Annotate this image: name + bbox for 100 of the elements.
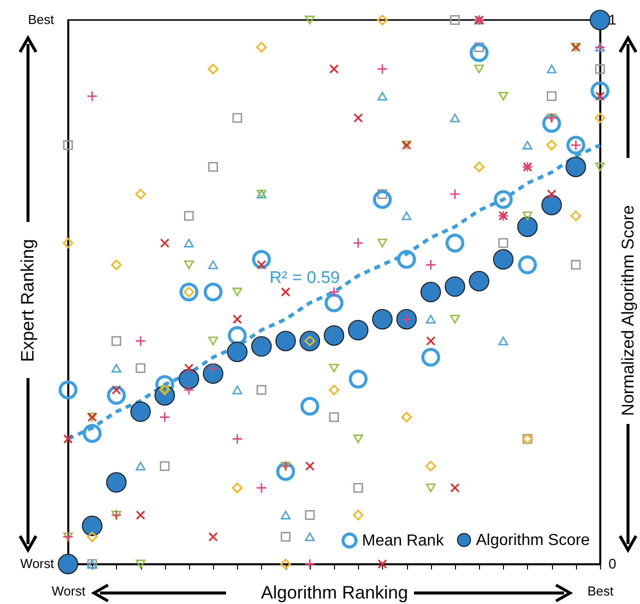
point — [401, 412, 412, 422]
point — [329, 364, 339, 372]
point — [570, 260, 581, 270]
point — [328, 286, 340, 298]
point — [372, 190, 392, 209]
point — [378, 559, 388, 569]
point — [280, 532, 291, 542]
point — [275, 330, 296, 352]
point — [542, 114, 562, 133]
point — [590, 81, 610, 100]
point — [304, 532, 315, 542]
point — [130, 401, 151, 422]
point — [474, 64, 484, 74]
point — [256, 482, 267, 494]
point — [276, 462, 296, 481]
point — [396, 308, 417, 330]
point — [135, 188, 146, 200]
point — [493, 249, 514, 270]
point — [498, 92, 508, 100]
point — [328, 384, 340, 396]
point — [324, 293, 344, 312]
point — [111, 336, 122, 346]
point — [421, 348, 440, 367]
point — [160, 461, 170, 471]
point — [397, 250, 416, 269]
point — [160, 238, 170, 248]
point — [468, 270, 490, 292]
point — [232, 386, 242, 394]
point — [498, 336, 508, 346]
point — [444, 276, 466, 297]
point — [595, 91, 605, 101]
point — [498, 238, 508, 248]
point — [446, 234, 464, 252]
point — [595, 64, 605, 74]
point — [595, 162, 605, 172]
point — [329, 64, 339, 74]
point — [136, 560, 146, 568]
point — [252, 250, 271, 269]
point — [426, 484, 436, 492]
series-label: R² = 0.59 — [269, 268, 340, 288]
point — [178, 368, 200, 390]
point — [280, 510, 291, 520]
point — [111, 364, 122, 372]
point — [86, 532, 98, 542]
point — [372, 308, 393, 330]
point — [377, 189, 388, 199]
point — [450, 314, 460, 324]
point — [324, 325, 344, 346]
point — [300, 396, 320, 416]
point — [208, 336, 218, 346]
point — [353, 434, 364, 444]
point — [570, 210, 582, 222]
point — [63, 140, 73, 150]
point — [594, 112, 606, 124]
point — [159, 412, 170, 423]
point — [377, 92, 388, 100]
text: Worst — [20, 556, 54, 571]
point — [184, 363, 194, 373]
point — [58, 380, 78, 400]
point — [111, 260, 122, 270]
point — [82, 516, 102, 536]
point — [304, 16, 315, 24]
point — [232, 433, 243, 444]
point — [136, 510, 146, 520]
point — [135, 336, 146, 346]
point — [470, 43, 488, 62]
point — [86, 90, 98, 102]
point — [256, 385, 266, 395]
point — [136, 462, 146, 470]
point — [184, 210, 194, 221]
point — [82, 424, 102, 443]
point — [232, 482, 243, 494]
point — [353, 482, 364, 493]
y2-tick-label: 0 — [608, 556, 616, 572]
point — [227, 342, 248, 362]
point — [348, 320, 368, 340]
point — [208, 64, 218, 74]
point — [280, 558, 291, 570]
point — [522, 212, 532, 220]
point — [590, 10, 610, 30]
point — [426, 336, 436, 346]
point — [184, 260, 194, 270]
point — [354, 113, 363, 123]
point — [426, 314, 436, 324]
point — [63, 434, 73, 444]
point — [183, 384, 194, 396]
legend-label: Algorithm Score — [476, 532, 590, 549]
point — [202, 363, 224, 384]
point — [352, 510, 364, 520]
point — [136, 363, 146, 374]
y-axis-title: Expert Ranking — [18, 238, 38, 362]
point — [494, 190, 513, 209]
point — [376, 64, 388, 74]
point — [232, 288, 242, 296]
point — [425, 460, 436, 472]
point — [546, 140, 557, 150]
point — [304, 510, 315, 520]
point — [450, 114, 460, 122]
point — [184, 238, 194, 248]
point — [232, 113, 242, 123]
